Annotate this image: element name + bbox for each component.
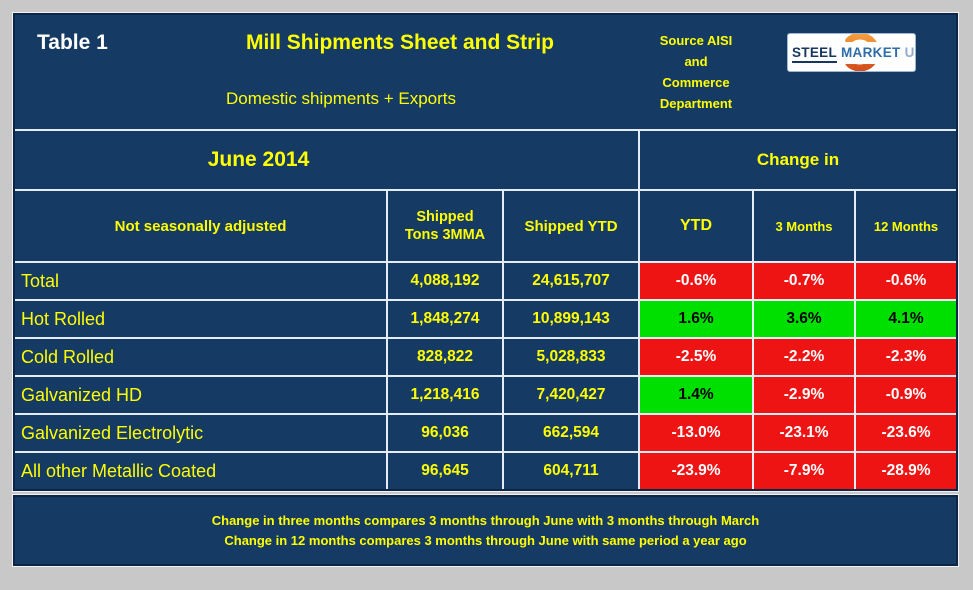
shipped-ytd-value: 24,615,707	[504, 263, 640, 299]
page-subtitle: Domestic shipments + Exports	[225, 89, 457, 108]
change-ytd-cell: -13.0%	[640, 415, 754, 451]
shipped-ytd-value: 662,594	[504, 415, 640, 451]
shipped-3mma-value: 828,822	[388, 339, 504, 375]
column-header-12-months: 12 Months	[873, 218, 939, 234]
change-ytd-cell: -2.5%	[640, 339, 754, 375]
logo-update-text: UPDATE	[904, 44, 915, 60]
change-12-months-cell: -0.9%	[856, 377, 956, 413]
change-12-months-cell: -23.6%	[856, 415, 956, 451]
row-label: Cold Rolled	[15, 339, 388, 375]
change-12-months-cell: 4.1%	[856, 301, 956, 337]
source-line: Source AISI	[659, 33, 733, 48]
shipped-ytd-value: 10,899,143	[504, 301, 640, 337]
footnote-line-1: Change in three months compares 3 months…	[211, 512, 760, 528]
change-ytd-cell: -23.9%	[640, 453, 754, 489]
period-band: June 2014 Change in	[15, 129, 956, 189]
table-number-label: Table 1	[37, 31, 108, 54]
change-12-months-cell: -28.9%	[856, 453, 956, 489]
table-body: Total 4,088,192 24,615,707 -0.6% -0.7% -…	[15, 261, 956, 489]
column-header-3-months: 3 Months	[754, 191, 856, 261]
shipped-3mma-value: 4,088,192	[388, 263, 504, 299]
period-label: June 2014	[15, 131, 640, 189]
change-ytd-cell: 1.6%	[640, 301, 754, 337]
change-3-months-cell: 3.6%	[754, 301, 856, 337]
change-12-months-cell: -2.3%	[856, 339, 956, 375]
change-ytd-cell: 1.4%	[640, 377, 754, 413]
logo-text: STEELMARKETUPDATE	[788, 41, 915, 64]
column-header-line: Shipped	[416, 209, 474, 225]
logo-steel-text: STEEL	[792, 44, 838, 63]
shipped-ytd-value: 604,711	[504, 453, 640, 489]
row-label: All other Metallic Coated	[15, 453, 388, 489]
source-line: and	[684, 54, 708, 69]
shipped-ytd-value: 7,420,427	[504, 377, 640, 413]
change-3-months-cell: -23.1%	[754, 415, 856, 451]
footnote-box: Change in three months compares 3 months…	[13, 495, 958, 566]
source-line: Commerce	[662, 75, 730, 90]
table-row: Total 4,088,192 24,615,707 -0.6% -0.7% -…	[15, 261, 956, 299]
row-label: Hot Rolled	[15, 301, 388, 337]
column-header-shipped-3mma: Shipped Tons 3MMA	[388, 191, 504, 261]
row-label: Total	[15, 263, 388, 299]
table-row: Galvanized HD 1,218,416 7,420,427 1.4% -…	[15, 375, 956, 413]
steel-market-update-logo: STEELMARKETUPDATE	[787, 33, 916, 72]
source-note: Source AISI and Commerce Department	[613, 30, 779, 114]
source-line: Department	[659, 96, 733, 111]
column-header-ytd: YTD	[640, 191, 754, 261]
shipped-3mma-value: 96,645	[388, 453, 504, 489]
shipped-ytd-value: 5,028,833	[504, 339, 640, 375]
change-ytd-cell: -0.6%	[640, 263, 754, 299]
footnote-line-2: Change in 12 months compares 3 months th…	[224, 532, 747, 548]
column-header-not-adjusted: Not seasonally adjusted	[15, 191, 388, 261]
table-row: Hot Rolled 1,848,274 10,899,143 1.6% 3.6…	[15, 299, 956, 337]
column-header-line: Tons 3MMA	[404, 227, 486, 243]
shipped-3mma-value: 96,036	[388, 415, 504, 451]
change-3-months-cell: -0.7%	[754, 263, 856, 299]
table-header: Table 1 Mill Shipments Sheet and Strip D…	[15, 15, 956, 129]
shipments-table: Table 1 Mill Shipments Sheet and Strip D…	[13, 13, 958, 491]
column-header-row: Not seasonally adjusted Shipped Tons 3MM…	[15, 189, 956, 261]
row-label: Galvanized HD	[15, 377, 388, 413]
change-3-months-cell: -2.9%	[754, 377, 856, 413]
change-12-months-cell: -0.6%	[856, 263, 956, 299]
shipped-3mma-value: 1,218,416	[388, 377, 504, 413]
change-3-months-cell: -7.9%	[754, 453, 856, 489]
change-in-label: Change in	[756, 150, 840, 169]
page-title: Mill Shipments Sheet and Strip	[245, 31, 555, 54]
logo-market-text: MARKET	[841, 44, 901, 60]
table-row: Cold Rolled 828,822 5,028,833 -2.5% -2.2…	[15, 337, 956, 375]
shipped-3mma-value: 1,848,274	[388, 301, 504, 337]
table-row: All other Metallic Coated 96,645 604,711…	[15, 451, 956, 489]
column-header-shipped-ytd: Shipped YTD	[504, 191, 640, 261]
row-label: Galvanized Electrolytic	[15, 415, 388, 451]
change-3-months-cell: -2.2%	[754, 339, 856, 375]
table-row: Galvanized Electrolytic 96,036 662,594 -…	[15, 413, 956, 451]
